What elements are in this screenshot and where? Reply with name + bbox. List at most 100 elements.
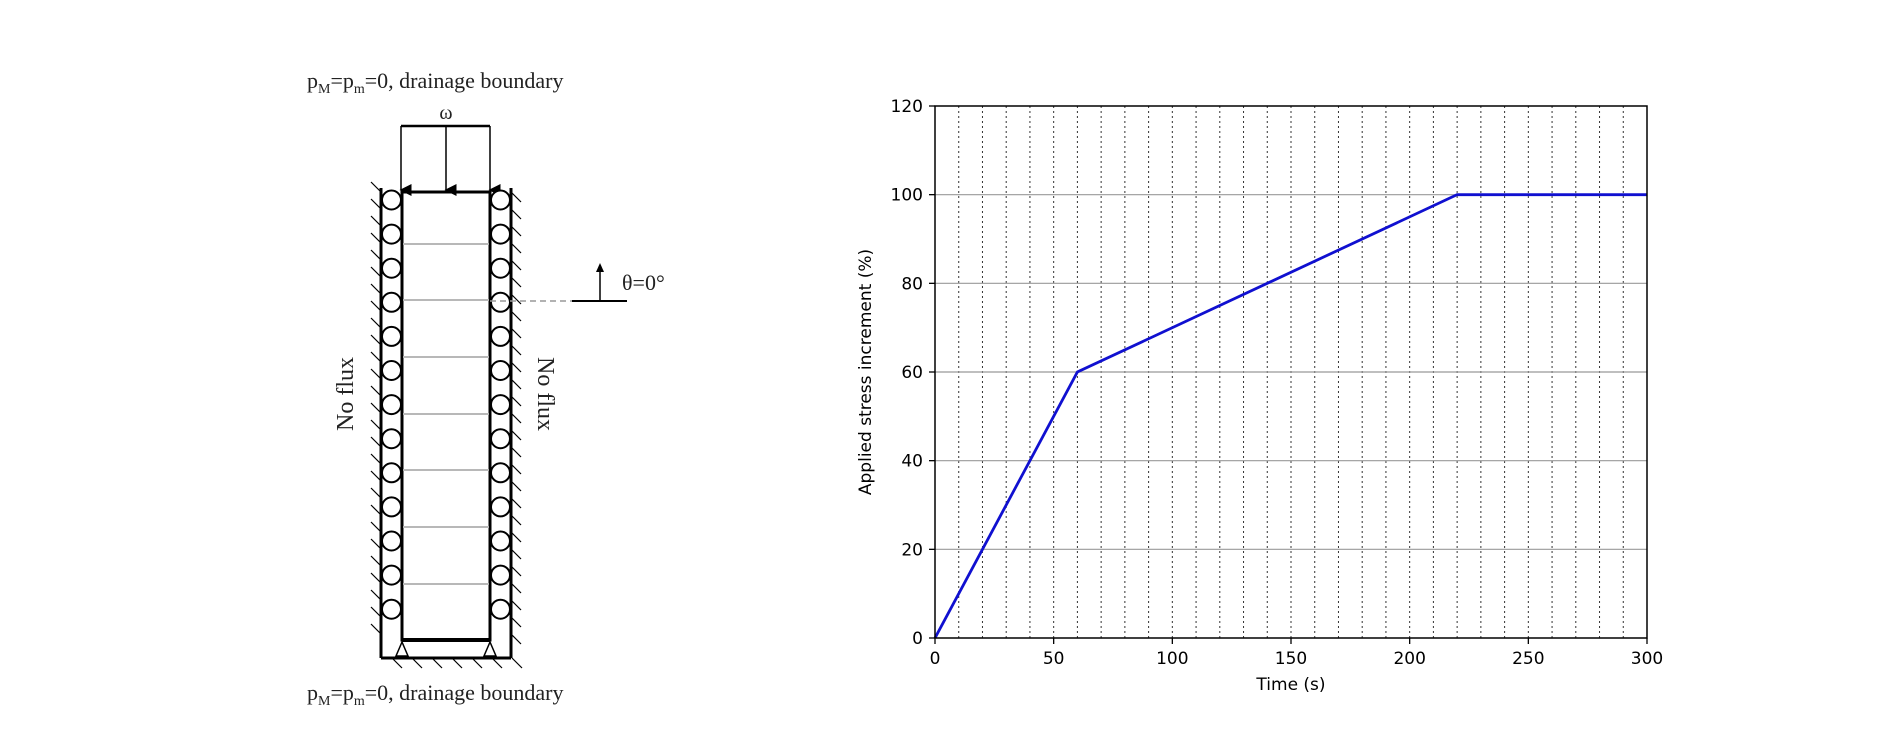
roller-left bbox=[381, 325, 402, 347]
roller-right bbox=[490, 360, 511, 381]
roller-left bbox=[381, 394, 402, 416]
roller-left bbox=[381, 189, 402, 211]
roller-left bbox=[381, 496, 402, 518]
hatch-left bbox=[370, 453, 382, 465]
angle-arrow-head bbox=[596, 263, 604, 272]
soil-column bbox=[400, 190, 492, 642]
y-axis-label: Applied stress increment (%) bbox=[856, 249, 876, 495]
hatch-right bbox=[510, 514, 522, 526]
hatch-bottom bbox=[431, 657, 443, 669]
hatch-right bbox=[510, 259, 522, 271]
hatch-left bbox=[370, 419, 382, 431]
x-tick-label: 0 bbox=[930, 649, 941, 669]
right-no-flux-label: No flux bbox=[532, 357, 558, 431]
hatch-left bbox=[370, 521, 382, 533]
pin-support-right bbox=[482, 640, 498, 657]
roller-left bbox=[381, 428, 402, 450]
roller-right bbox=[490, 598, 511, 620]
hatch-right bbox=[510, 565, 522, 577]
y-tick-label: 60 bbox=[901, 363, 923, 383]
hatch-right bbox=[510, 548, 522, 560]
chart-ticks: 0 50 100 150 200 250 300 0 20 40 60 80 100 120 bbox=[891, 97, 1664, 669]
hatch-left bbox=[370, 402, 382, 414]
hatch-left bbox=[370, 283, 382, 295]
y-tick-label: 20 bbox=[901, 540, 923, 560]
hatch-left bbox=[370, 249, 382, 261]
roller-left bbox=[381, 462, 402, 484]
x-axis-label: Time (s) bbox=[1255, 675, 1325, 695]
hatch-left bbox=[370, 572, 382, 584]
hatch-right bbox=[510, 463, 522, 475]
hatch-left bbox=[370, 487, 382, 499]
hatch-bottom bbox=[491, 657, 503, 669]
left-no-flux-label: No flux bbox=[333, 357, 359, 431]
hatch-bottom bbox=[451, 657, 463, 669]
hatch-right bbox=[510, 378, 522, 390]
hatch-right bbox=[510, 208, 522, 220]
roller-right bbox=[490, 428, 511, 450]
hatch-left bbox=[370, 215, 382, 227]
hatch-left bbox=[370, 334, 382, 346]
roller-left bbox=[381, 530, 402, 552]
plot-frame bbox=[934, 105, 1648, 639]
hatch-right bbox=[510, 344, 522, 356]
roller-left bbox=[381, 564, 402, 586]
roller-right bbox=[490, 223, 511, 245]
wall-hatching bbox=[370, 181, 523, 669]
hatch-left bbox=[370, 232, 382, 244]
y-tick-label: 40 bbox=[901, 452, 923, 472]
hatch-right bbox=[510, 327, 522, 339]
hatch-right bbox=[510, 497, 522, 509]
hatch-right bbox=[510, 293, 522, 305]
hatch-left bbox=[370, 181, 382, 193]
hatch-left bbox=[370, 538, 382, 550]
hatch-left bbox=[370, 266, 382, 278]
roller-left bbox=[381, 223, 402, 245]
hatch-bottom bbox=[471, 657, 483, 669]
chart-grid bbox=[935, 106, 1647, 638]
hatch-left bbox=[370, 198, 382, 210]
hatch-right bbox=[510, 242, 522, 254]
y-tick-label: 80 bbox=[901, 274, 923, 294]
hatch-left bbox=[370, 623, 382, 635]
hatch-right bbox=[510, 310, 522, 322]
roller-left bbox=[381, 291, 402, 313]
x-tick-label: 100 bbox=[1156, 649, 1188, 669]
roller-right bbox=[490, 462, 511, 484]
y-tick-label: 120 bbox=[891, 97, 923, 117]
roller-right bbox=[490, 394, 511, 416]
hatch-bottom bbox=[391, 657, 403, 669]
y-tick-label: 100 bbox=[891, 186, 923, 206]
stress-increment-chart: 0 50 100 150 200 250 300 0 20 40 60 80 100 120 Time (… bbox=[856, 97, 1663, 695]
hatch-bottom bbox=[511, 657, 523, 669]
angle-label: θ=0° bbox=[622, 270, 665, 295]
hatch-right bbox=[510, 429, 522, 441]
bottom-caption: pM=pm=0, drainage boundary bbox=[307, 680, 564, 709]
hatch-left bbox=[370, 470, 382, 482]
hatch-right bbox=[510, 361, 522, 373]
top-caption: pM=pm=0, drainage boundary bbox=[307, 68, 564, 97]
roller-right bbox=[490, 530, 511, 552]
x-tick-label: 50 bbox=[1043, 649, 1065, 669]
chart-series bbox=[933, 193, 1647, 639]
hatch-right bbox=[510, 616, 522, 628]
hatch-right bbox=[510, 276, 522, 288]
hatch-left bbox=[370, 385, 382, 397]
hatch-right bbox=[510, 412, 522, 424]
hatch-bottom bbox=[411, 657, 423, 669]
roller-left bbox=[381, 598, 402, 620]
pin-support-left bbox=[394, 640, 410, 657]
roller-right bbox=[490, 325, 511, 347]
hatch-right bbox=[510, 599, 522, 611]
roller-right bbox=[490, 496, 511, 518]
hatch-right bbox=[510, 531, 522, 543]
roller-left bbox=[381, 257, 402, 279]
roller-left bbox=[381, 360, 402, 381]
hatch-right bbox=[510, 446, 522, 458]
x-tick-label: 150 bbox=[1275, 649, 1307, 669]
hatch-left bbox=[370, 504, 382, 516]
x-tick-label: 250 bbox=[1512, 649, 1544, 669]
hatch-right bbox=[510, 225, 522, 237]
hatch-left bbox=[370, 368, 382, 380]
hatch-right bbox=[510, 582, 522, 594]
